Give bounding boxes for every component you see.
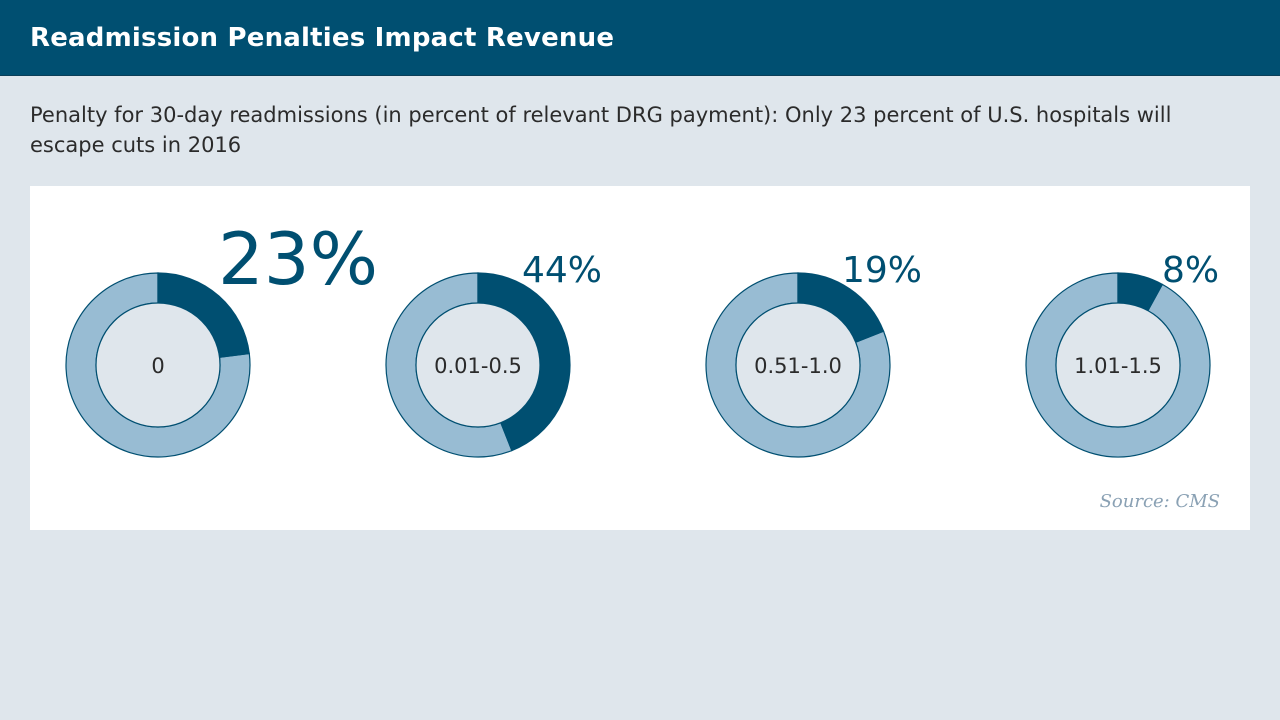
category-label: 1.01-1.5	[1074, 354, 1162, 378]
category-label: 0.51-1.0	[754, 354, 842, 378]
donut-center	[95, 302, 221, 428]
value-label: 8%	[1162, 250, 1219, 291]
category-label: 0	[151, 354, 164, 378]
donut-chart: 0 23% 0.01-0.5 44% 0.51-1.0 19% 1.01-1.5 8%	[65, 217, 1219, 458]
category-label: 0.01-0.5	[434, 354, 522, 378]
header-bar: Readmission Penalties Impact Revenue	[0, 0, 1280, 76]
donut-center	[1055, 302, 1181, 428]
value-label: 23%	[218, 217, 378, 301]
donut-2: 0.01-0.5 44%	[385, 250, 602, 458]
value-label: 19%	[842, 250, 922, 291]
chart-panel: 0 23% 0.01-0.5 44% 0.51-1.0 19% 1.01-1.5 8% Sou…	[30, 186, 1250, 530]
donut-center	[735, 302, 861, 428]
donut-4: 1.01-1.5 8%	[1025, 250, 1219, 458]
value-label: 44%	[522, 250, 602, 291]
source-note: Source: CMS	[1099, 491, 1220, 512]
page-title: Readmission Penalties Impact Revenue	[30, 23, 615, 53]
donut-center	[415, 302, 541, 428]
donut-3: 0.51-1.0 19%	[705, 250, 922, 458]
donut-1: 0 23%	[65, 217, 378, 458]
chart-subtitle: Penalty for 30-day readmissions (in perc…	[30, 103, 1172, 157]
